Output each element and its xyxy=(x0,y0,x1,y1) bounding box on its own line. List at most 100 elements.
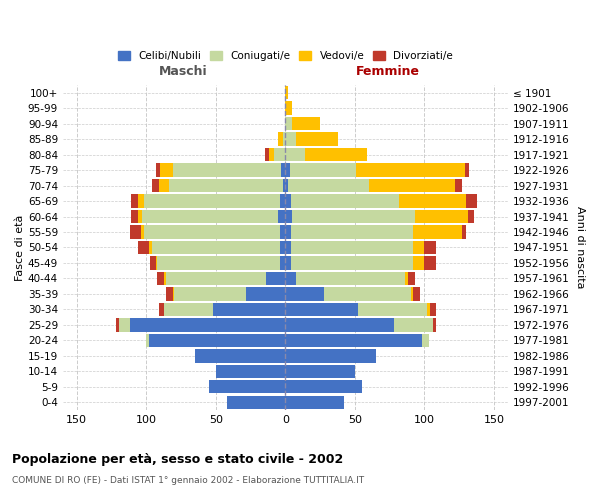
Text: Femmine: Femmine xyxy=(356,66,419,78)
Bar xyxy=(216,365,286,378)
Bar xyxy=(164,272,166,285)
Bar xyxy=(286,303,358,316)
Bar xyxy=(286,350,376,362)
Bar xyxy=(151,256,156,270)
Y-axis label: Fasce di età: Fasce di età xyxy=(15,214,25,280)
Text: Maschi: Maschi xyxy=(159,66,208,78)
Bar xyxy=(286,164,290,176)
Bar xyxy=(283,132,286,145)
Bar xyxy=(131,210,138,223)
Bar xyxy=(410,288,413,300)
Bar xyxy=(280,194,286,207)
Bar xyxy=(292,117,320,130)
Bar xyxy=(156,164,160,176)
Bar xyxy=(213,303,286,316)
Bar xyxy=(174,288,247,300)
Bar xyxy=(413,256,424,270)
Bar xyxy=(290,164,356,176)
Bar xyxy=(278,132,283,145)
Bar xyxy=(358,303,427,316)
Bar xyxy=(286,86,288,99)
Bar xyxy=(156,256,157,270)
Bar xyxy=(430,303,436,316)
Bar xyxy=(291,256,413,270)
Bar xyxy=(408,272,415,285)
Bar xyxy=(152,241,280,254)
Bar xyxy=(166,272,266,285)
Bar xyxy=(291,241,413,254)
Bar xyxy=(413,226,462,238)
Bar xyxy=(138,210,142,223)
Bar xyxy=(265,148,269,161)
Bar xyxy=(455,179,462,192)
Bar xyxy=(296,132,338,145)
Bar xyxy=(149,334,286,347)
Bar xyxy=(413,288,420,300)
Bar xyxy=(286,132,296,145)
Bar xyxy=(280,241,286,254)
Bar xyxy=(405,272,408,285)
Bar xyxy=(142,210,278,223)
Bar xyxy=(280,226,286,238)
Bar xyxy=(143,226,280,238)
Bar xyxy=(394,318,433,332)
Bar xyxy=(269,148,274,161)
Bar xyxy=(286,210,292,223)
Bar xyxy=(286,396,344,409)
Bar xyxy=(292,210,415,223)
Bar xyxy=(400,194,466,207)
Bar xyxy=(169,179,283,192)
Bar xyxy=(424,256,436,270)
Bar xyxy=(427,303,430,316)
Bar xyxy=(286,256,291,270)
Bar xyxy=(159,303,164,316)
Bar xyxy=(116,318,119,332)
Bar xyxy=(286,318,394,332)
Bar xyxy=(131,194,138,207)
Bar xyxy=(152,179,159,192)
Bar xyxy=(286,194,291,207)
Bar xyxy=(465,164,469,176)
Bar xyxy=(138,241,149,254)
Bar xyxy=(286,272,296,285)
Bar xyxy=(138,194,143,207)
Bar xyxy=(356,164,465,176)
Bar xyxy=(286,148,305,161)
Bar xyxy=(173,288,174,300)
Bar xyxy=(424,241,436,254)
Bar xyxy=(286,241,291,254)
Bar xyxy=(467,210,475,223)
Bar xyxy=(143,194,280,207)
Legend: Celibi/Nubili, Coniugati/e, Vedovi/e, Divorziati/e: Celibi/Nubili, Coniugati/e, Vedovi/e, Di… xyxy=(115,48,457,64)
Bar xyxy=(227,396,286,409)
Bar xyxy=(324,288,410,300)
Bar xyxy=(146,334,149,347)
Bar xyxy=(286,380,362,394)
Bar xyxy=(130,226,141,238)
Bar xyxy=(278,210,286,223)
Bar xyxy=(413,241,424,254)
Bar xyxy=(433,318,436,332)
Bar xyxy=(286,334,422,347)
Bar xyxy=(160,164,173,176)
Bar xyxy=(247,288,286,300)
Bar xyxy=(305,148,367,161)
Bar xyxy=(166,288,173,300)
Bar xyxy=(283,179,286,192)
Bar xyxy=(466,194,477,207)
Bar xyxy=(415,210,467,223)
Bar xyxy=(266,272,286,285)
Bar xyxy=(286,179,288,192)
Bar xyxy=(280,256,286,270)
Bar xyxy=(369,179,455,192)
Bar xyxy=(141,226,143,238)
Bar xyxy=(286,288,324,300)
Bar xyxy=(286,365,355,378)
Bar xyxy=(157,256,280,270)
Bar xyxy=(195,350,286,362)
Bar xyxy=(130,318,286,332)
Bar xyxy=(164,303,213,316)
Bar xyxy=(286,102,292,114)
Text: Popolazione per età, sesso e stato civile - 2002: Popolazione per età, sesso e stato civil… xyxy=(12,452,343,466)
Bar xyxy=(159,179,169,192)
